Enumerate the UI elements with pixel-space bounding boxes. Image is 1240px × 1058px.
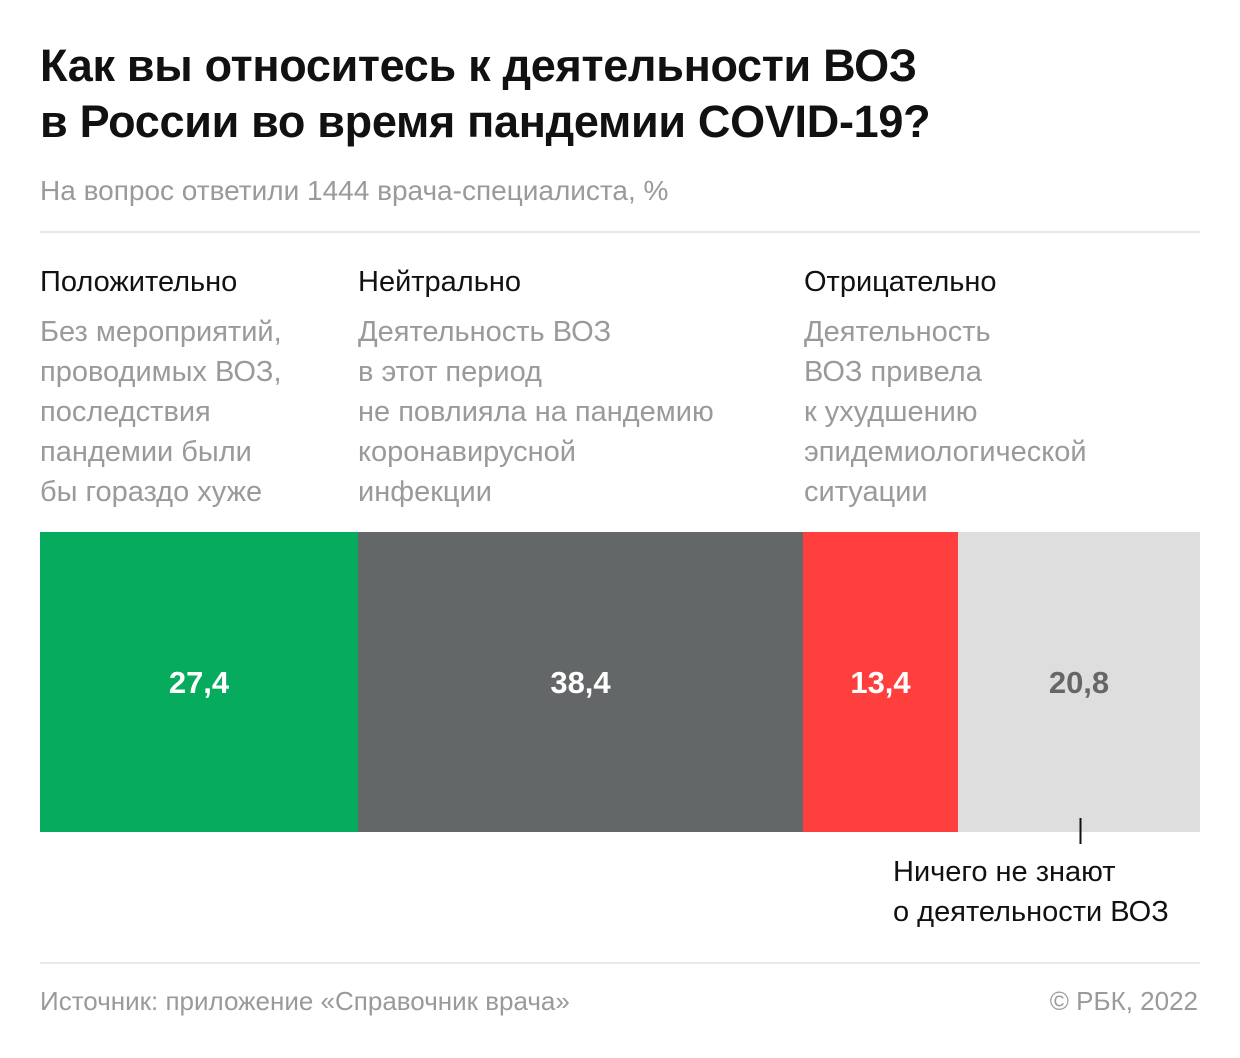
description-line: последствия	[40, 396, 211, 428]
description-line: ВОЗ привела	[804, 356, 982, 388]
category-heading: Отрицательно	[804, 266, 997, 298]
category-description: Без мероприятий, проводимых ВОЗ, последс…	[40, 312, 282, 512]
annotation-line: Ничего не знают	[893, 856, 1116, 888]
data-label-unknown: 20,8	[1049, 665, 1109, 700]
title-line-2: в России во время пандемии COVID-19?	[40, 96, 931, 147]
bar-segment-negative	[803, 532, 958, 832]
description-line: проводимых ВОЗ,	[40, 356, 282, 388]
description-line: Деятельность	[804, 316, 991, 348]
description-line: инфекции	[358, 476, 492, 508]
copyright-note: © РБК, 2022	[1049, 986, 1198, 1016]
top-divider	[40, 231, 1200, 233]
description-line: к ухудшению	[804, 396, 978, 428]
category-description: Деятельность ВОЗ в этот период не повлия…	[358, 312, 714, 512]
description-line: пандемии были	[40, 436, 252, 468]
category-description: Деятельность ВОЗ привела к ухудшению эпи…	[804, 312, 1087, 512]
bar-segment-positive	[40, 532, 358, 832]
description-line: эпидемиологической	[804, 436, 1087, 468]
data-label-positive: 27,4	[169, 665, 230, 700]
data-label-neutral: 38,4	[550, 665, 611, 700]
description-line: Деятельность ВОЗ	[358, 316, 612, 348]
description-line: в этот период	[358, 356, 542, 388]
category-column-neutral: Нейтрально Деятельность ВОЗ в этот перио…	[358, 262, 714, 512]
stacked-bar-chart: 27,4 38,4 13,4 20,8	[40, 532, 1200, 844]
description-line: ситуации	[804, 476, 928, 508]
category-heading: Нейтрально	[358, 266, 521, 298]
bar-segment-unknown	[958, 532, 1200, 832]
chart-title: Как вы относитесь к деятельности ВОЗ в Р…	[40, 38, 1200, 150]
title-line-1: Как вы относитесь к деятельности ВОЗ	[40, 40, 917, 91]
category-column-negative: Отрицательно Деятельность ВОЗ привела к …	[804, 262, 1087, 512]
data-label-negative: 13,4	[850, 665, 911, 700]
description-line: не повлияла на пандемию	[358, 396, 714, 428]
description-line: Без мероприятий,	[40, 316, 282, 348]
annotation-line: о деятельности ВОЗ	[893, 896, 1169, 928]
chart-subtitle: На вопрос ответили 1444 врача-специалист…	[40, 175, 669, 206]
source-note: Источник: приложение «Справочник врача»	[40, 986, 570, 1016]
description-line: коронавирусной	[358, 436, 576, 468]
category-heading: Положительно	[40, 266, 238, 298]
chart-canvas: 27,4 38,4 13,4 20,8	[40, 532, 1200, 844]
category-column-positive: Положительно Без мероприятий, проводимых…	[40, 262, 282, 512]
description-line: бы гораздо хуже	[40, 476, 263, 508]
bottom-divider	[40, 962, 1200, 964]
bar-segment-neutral	[358, 532, 803, 832]
unknown-annotation: Ничего не знают о деятельности ВОЗ	[893, 852, 1169, 932]
